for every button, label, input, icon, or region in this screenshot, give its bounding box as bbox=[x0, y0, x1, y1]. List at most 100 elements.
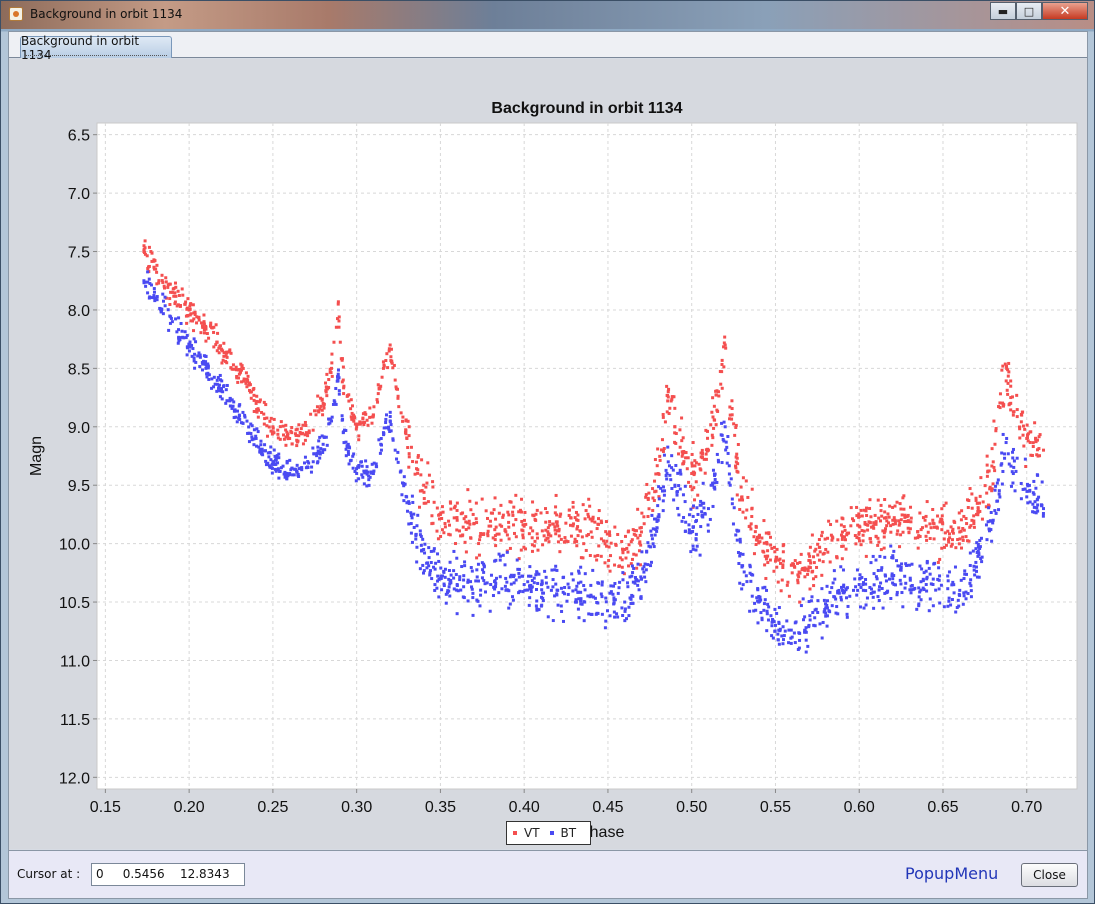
data-point-bt bbox=[809, 599, 813, 603]
data-point-vt bbox=[780, 578, 784, 582]
data-point-bt bbox=[544, 581, 548, 585]
data-point-vt bbox=[1025, 423, 1029, 427]
data-point-bt bbox=[988, 529, 992, 533]
data-point-bt bbox=[919, 598, 923, 602]
data-point-bt bbox=[698, 553, 702, 557]
data-point-bt bbox=[365, 472, 369, 476]
title-bar[interactable]: Background in orbit 1134 ▬ □ ✕ bbox=[1, 1, 1094, 29]
data-point-bt bbox=[559, 604, 563, 608]
data-point-vt bbox=[774, 555, 778, 559]
data-point-vt bbox=[1019, 412, 1023, 416]
data-point-vt bbox=[1033, 421, 1037, 425]
data-point-bt bbox=[566, 582, 570, 586]
data-point-bt bbox=[555, 593, 559, 597]
data-point-vt bbox=[852, 519, 856, 523]
data-point-bt bbox=[825, 606, 829, 610]
popup-menu-link[interactable]: PopupMenu bbox=[905, 864, 999, 883]
data-point-bt bbox=[210, 386, 214, 390]
data-point-vt bbox=[197, 315, 201, 319]
data-point-bt bbox=[595, 611, 599, 615]
data-point-vt bbox=[626, 530, 630, 534]
data-point-vt bbox=[993, 469, 997, 473]
maximize-icon[interactable]: □ bbox=[1016, 2, 1042, 20]
data-point-vt bbox=[796, 581, 800, 585]
data-point-vt bbox=[494, 525, 498, 529]
data-point-vt bbox=[170, 290, 174, 294]
data-point-bt bbox=[1004, 441, 1008, 445]
data-point-bt bbox=[834, 611, 838, 615]
data-point-bt bbox=[727, 472, 731, 476]
data-point-vt bbox=[397, 405, 401, 409]
data-point-bt bbox=[695, 506, 699, 510]
data-point-bt bbox=[475, 598, 479, 602]
data-point-bt bbox=[180, 329, 184, 333]
data-point-vt bbox=[861, 539, 865, 543]
data-point-vt bbox=[916, 536, 920, 540]
data-point-vt bbox=[769, 543, 773, 547]
data-point-vt bbox=[829, 533, 833, 537]
data-point-bt bbox=[482, 565, 486, 569]
data-point-vt bbox=[1011, 410, 1015, 414]
data-point-bt bbox=[274, 457, 278, 461]
data-point-vt bbox=[939, 517, 943, 521]
data-point-vt bbox=[797, 575, 801, 579]
data-point-vt bbox=[855, 535, 859, 539]
data-point-vt bbox=[1023, 427, 1027, 431]
cursor-position-field[interactable]: 0 0.5456 12.8343 bbox=[91, 863, 245, 886]
data-point-vt bbox=[693, 498, 697, 502]
data-point-bt bbox=[968, 581, 972, 585]
data-point-vt bbox=[634, 533, 638, 537]
data-point-vt bbox=[181, 293, 185, 297]
data-point-vt bbox=[1026, 433, 1030, 437]
data-point-vt bbox=[807, 552, 811, 556]
data-point-bt bbox=[194, 340, 198, 344]
data-point-vt bbox=[222, 351, 226, 355]
data-point-bt bbox=[185, 346, 189, 350]
data-point-vt bbox=[254, 401, 258, 405]
data-point-vt bbox=[530, 536, 534, 540]
data-point-vt bbox=[587, 515, 591, 519]
data-point-bt bbox=[880, 586, 884, 590]
data-point-vt bbox=[803, 568, 807, 572]
data-point-vt bbox=[772, 545, 776, 549]
tab-background-orbit[interactable]: Background in orbit 1134 bbox=[20, 34, 172, 62]
data-point-vt bbox=[368, 415, 372, 419]
data-point-vt bbox=[512, 523, 516, 527]
data-point-vt bbox=[796, 578, 800, 582]
data-point-bt bbox=[237, 413, 241, 417]
data-point-bt bbox=[678, 487, 682, 491]
data-point-bt bbox=[540, 588, 544, 592]
data-point-vt bbox=[681, 436, 685, 440]
data-point-vt bbox=[439, 534, 443, 538]
data-point-vt bbox=[174, 285, 178, 289]
data-point-bt bbox=[651, 527, 655, 531]
data-point-vt bbox=[262, 400, 266, 404]
data-point-vt bbox=[620, 565, 624, 569]
data-point-vt bbox=[301, 423, 305, 427]
data-point-bt bbox=[878, 554, 882, 558]
close-button[interactable]: Close bbox=[1021, 863, 1078, 887]
data-point-vt bbox=[1009, 384, 1013, 388]
data-point-vt bbox=[166, 283, 170, 287]
x-tick-label: 0.35 bbox=[425, 799, 456, 816]
data-point-vt bbox=[828, 560, 832, 564]
close-icon[interactable]: ✕ bbox=[1042, 2, 1088, 20]
data-point-bt bbox=[825, 599, 829, 603]
data-point-bt bbox=[554, 564, 558, 568]
scatter-chart[interactable]: 0.15 0.20 0.25 0.30 0.35 0.40 0.45 0.50 0.55 0.60… bbox=[9, 59, 1087, 849]
data-point-vt bbox=[899, 507, 903, 511]
data-point-vt bbox=[798, 561, 802, 565]
minimize-icon[interactable]: ▬ bbox=[990, 2, 1016, 20]
data-point-bt bbox=[153, 299, 157, 303]
data-point-bt bbox=[804, 626, 808, 630]
data-point-bt bbox=[154, 296, 158, 300]
data-point-bt bbox=[728, 483, 732, 487]
data-point-bt bbox=[608, 614, 612, 618]
chart-panel[interactable]: 0.15 0.20 0.25 0.30 0.35 0.40 0.45 0.50 0.55 0.60… bbox=[9, 59, 1087, 849]
data-point-vt bbox=[774, 558, 778, 562]
data-point-bt bbox=[196, 354, 200, 358]
data-point-vt bbox=[349, 407, 353, 411]
data-point-vt bbox=[738, 498, 742, 502]
data-point-bt bbox=[639, 575, 643, 579]
data-point-bt bbox=[504, 588, 508, 592]
